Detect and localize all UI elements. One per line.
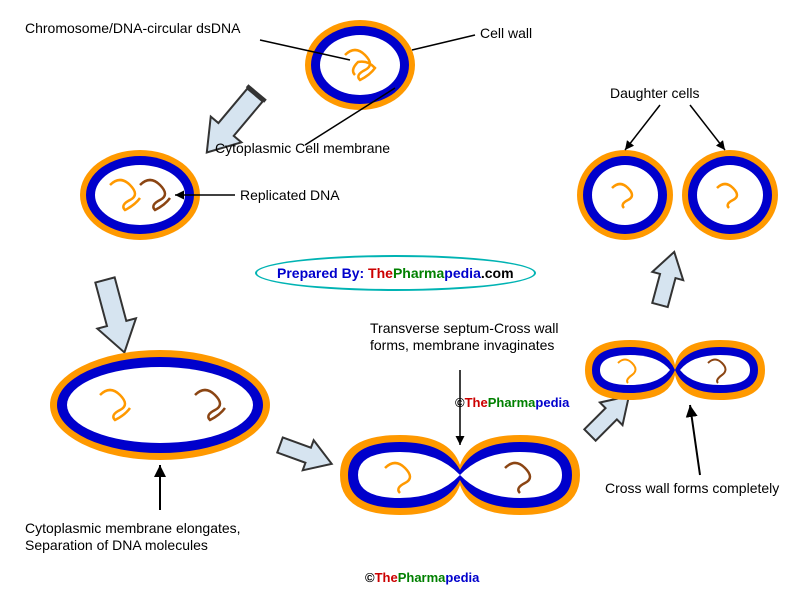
stage3-cell: [50, 350, 270, 460]
pointer-cellwall: [412, 35, 475, 50]
label-membrane: Cytoplasmic Cell membrane: [215, 140, 390, 157]
label-elongation: Cytoplasmic membrane elongates, Separati…: [25, 520, 285, 554]
label-septum: Transverse septum-Cross wall forms, memb…: [370, 320, 580, 354]
label-replicated: Replicated DNA: [240, 187, 340, 204]
label-chromosome: Chromosome/DNA-circular dsDNA: [25, 20, 241, 37]
arrow-3: [275, 430, 338, 479]
watermark-1: ©ThePharmapedia: [455, 395, 569, 410]
label-cellwall: Cell wall: [480, 25, 532, 42]
pointer-daughter1: [625, 105, 660, 150]
watermark-2: ©ThePharmapedia: [365, 570, 479, 585]
pointer-daughter2: [690, 105, 725, 150]
stage6-daughter2: [682, 150, 778, 240]
stage6-daughter1: [577, 150, 673, 240]
stage1-cell: [305, 20, 415, 110]
credit-box: Prepared By: ThePharmapedia.com: [255, 255, 536, 291]
label-crosswall: Cross wall forms completely: [605, 480, 785, 497]
arrow-2: [86, 275, 144, 358]
stage5-cell: [585, 340, 765, 400]
pointer-crosswall: [690, 405, 700, 475]
label-daughter: Daughter cells: [610, 85, 700, 102]
stage4-cell: [340, 435, 580, 515]
arrow-5: [645, 248, 690, 309]
